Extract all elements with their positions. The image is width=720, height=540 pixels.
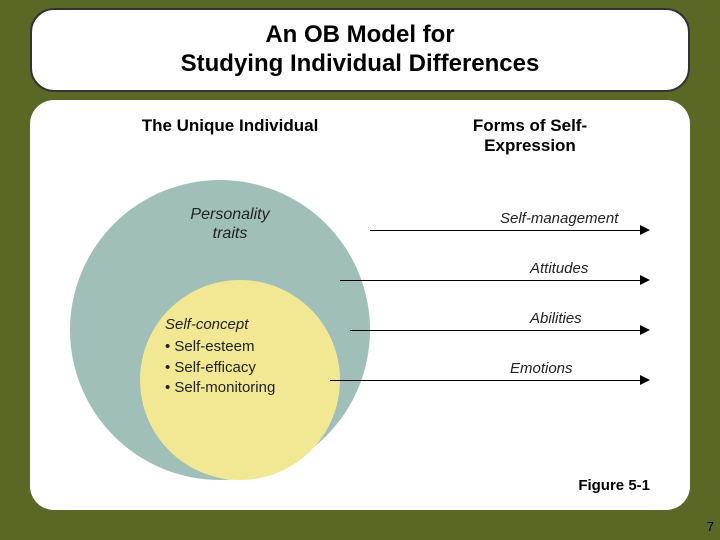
slide-title: An OB Model for Studying Individual Diff… xyxy=(181,21,540,79)
column-header-right: Forms of Self- Expression xyxy=(430,116,630,157)
inner-bullet: Self-efficacy xyxy=(165,358,325,378)
inner-bullet: Self-monitoring xyxy=(165,378,325,398)
title-card: An OB Model for Studying Individual Diff… xyxy=(30,8,690,92)
arrow-line xyxy=(350,330,640,331)
inner-ring-label: Self-concept Self-esteem Self-efficacy S… xyxy=(165,315,325,398)
column-header-left: The Unique Individual xyxy=(120,116,340,136)
inner-bullet: Self-esteem xyxy=(165,337,325,357)
page-number: 7 xyxy=(707,519,714,534)
arrow-label: Emotions xyxy=(510,360,573,377)
arrow-line xyxy=(330,380,640,381)
col-right-line1: Forms of Self- xyxy=(473,116,587,135)
outer-label-line1: Personality xyxy=(190,206,269,223)
outer-label-line2: traits xyxy=(213,225,248,242)
arrow-label: Attitudes xyxy=(530,260,588,277)
arrow-head-icon xyxy=(640,225,650,235)
arrow-head-icon xyxy=(640,275,650,285)
title-line-2: Studying Individual Differences xyxy=(181,50,540,77)
arrow-label: Abilities xyxy=(530,310,582,327)
inner-ring-bullets: Self-esteem Self-efficacy Self-monitorin… xyxy=(165,337,325,398)
arrow-head-icon xyxy=(640,375,650,385)
arrow-line xyxy=(370,230,640,231)
content-card: The Unique Individual Forms of Self- Exp… xyxy=(30,100,690,510)
inner-ring-head: Self-concept xyxy=(165,315,325,335)
arrow-line xyxy=(340,280,640,281)
figure-label: Figure 5-1 xyxy=(578,477,650,494)
outer-ring-label: Personality traits xyxy=(160,205,300,243)
arrow-label: Self-management xyxy=(500,210,618,227)
title-line-1: An OB Model for xyxy=(265,21,454,48)
col-right-line2: Expression xyxy=(484,136,576,155)
arrow-head-icon xyxy=(640,325,650,335)
